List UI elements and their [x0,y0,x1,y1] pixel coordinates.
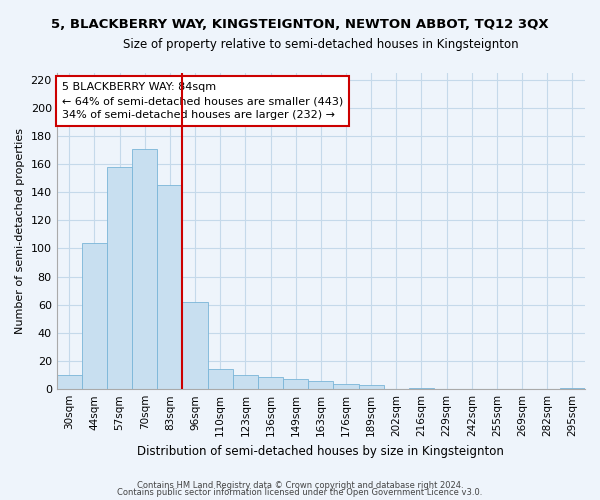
Bar [182,302,208,389]
Text: Contains public sector information licensed under the Open Government Licence v3: Contains public sector information licen… [118,488,482,497]
Bar [82,243,107,389]
Bar [258,376,283,389]
Bar [283,380,308,389]
Bar [132,148,157,389]
X-axis label: Distribution of semi-detached houses by size in Kingsteignton: Distribution of semi-detached houses by … [137,444,504,458]
Text: 5 BLACKBERRY WAY: 84sqm
← 64% of semi-detached houses are smaller (443)
34% of s: 5 BLACKBERRY WAY: 84sqm ← 64% of semi-de… [62,82,343,120]
Y-axis label: Number of semi-detached properties: Number of semi-detached properties [15,128,25,334]
Bar [157,185,182,389]
Bar [308,380,334,389]
Text: Contains HM Land Registry data © Crown copyright and database right 2024.: Contains HM Land Registry data © Crown c… [137,480,463,490]
Title: Size of property relative to semi-detached houses in Kingsteignton: Size of property relative to semi-detach… [123,38,518,51]
Bar [233,375,258,389]
Bar [334,384,359,389]
Bar [208,370,233,389]
Text: 5, BLACKBERRY WAY, KINGSTEIGNTON, NEWTON ABBOT, TQ12 3QX: 5, BLACKBERRY WAY, KINGSTEIGNTON, NEWTON… [51,18,549,30]
Bar [409,388,434,389]
Bar [56,375,82,389]
Bar [107,167,132,389]
Bar [560,388,585,389]
Bar [359,385,384,389]
